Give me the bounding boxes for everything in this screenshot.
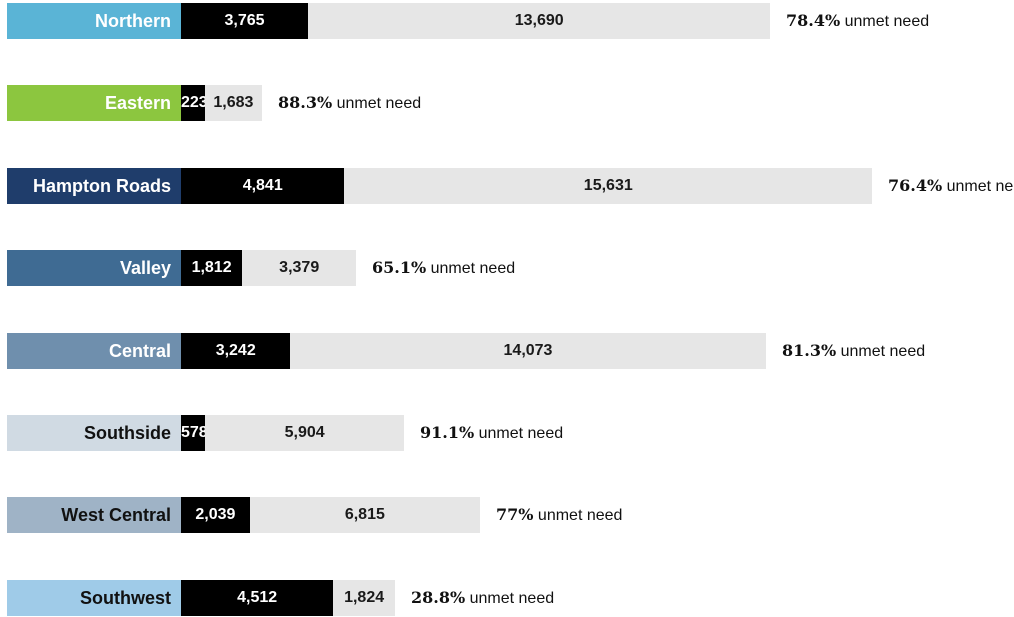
- unmet-need-annotation: 65.1% unmet need: [372, 250, 515, 286]
- bar-segment-served: 3,765: [181, 3, 309, 39]
- bar-segment-unmet: 14,073: [290, 333, 766, 369]
- bar-row: Valley 1,812 3,379 65.1% unmet need: [0, 250, 1014, 286]
- bar-segment-served: 2,039: [181, 497, 250, 533]
- bar-segment-served: 4,841: [181, 168, 345, 204]
- unmet-need-suffix: unmet need: [533, 507, 623, 524]
- bar-row: Eastern 223 1,683 88.3% unmet need: [0, 85, 1014, 121]
- bar-row: Northern 3,765 13,690 78.4% unmet need: [0, 3, 1014, 39]
- bar-row: Central 3,242 14,073 81.3% unmet need: [0, 333, 1014, 369]
- unmet-need-annotation: 91.1% unmet need: [420, 415, 563, 451]
- unmet-need-suffix: unmet need: [465, 590, 555, 607]
- bar-segment-served: 1,812: [181, 250, 243, 286]
- bar-segment-served: 3,242: [181, 333, 291, 369]
- bar-segment-unmet: 3,379: [242, 250, 357, 286]
- category-label: Northern: [7, 3, 181, 39]
- unmet-need-suffix: unmet need: [946, 178, 1014, 195]
- unmet-need-percent: 65.1%: [372, 258, 427, 277]
- unmet-need-percent: 81.3%: [782, 341, 837, 360]
- unmet-need-annotation: 76.4% unmet need: [888, 168, 1014, 204]
- bar-segment-unmet: 6,815: [249, 497, 480, 533]
- bar-segment-unmet: 15,631: [344, 168, 873, 204]
- category-label: Central: [7, 333, 181, 369]
- unmet-need-annotation: 88.3% unmet need: [278, 85, 421, 121]
- bar-segment-served: 578: [181, 415, 208, 451]
- bar-segment-unmet: 1,683: [205, 85, 262, 121]
- unmet-need-annotation: 78.4% unmet need: [786, 3, 929, 39]
- category-label: Southside: [7, 415, 181, 451]
- bar-segment-unmet: 1,824: [333, 580, 395, 616]
- unmet-need-percent: 77%: [496, 505, 534, 524]
- category-label: Valley: [7, 250, 181, 286]
- bar-row: West Central 2,039 6,815 77% unmet need: [0, 497, 1014, 533]
- unmet-need-annotation: 28.8% unmet need: [411, 580, 554, 616]
- bar-row: Southside 578 5,904 91.1% unmet need: [0, 415, 1014, 451]
- unmet-need-percent: 88.3%: [278, 93, 333, 112]
- unmet-need-suffix: unmet need: [426, 260, 516, 277]
- unmet-need-percent: 78.4%: [786, 11, 841, 30]
- bar-segment-unmet: 13,690: [308, 3, 771, 39]
- category-label: Eastern: [7, 85, 181, 121]
- category-label: West Central: [7, 497, 181, 533]
- unmet-need-suffix: unmet need: [840, 13, 930, 30]
- unmet-need-percent: 91.1%: [420, 423, 475, 442]
- unmet-need-percent: 76.4%: [888, 176, 943, 195]
- unmet-need-suffix: unmet need: [836, 343, 926, 360]
- bar-segment-served: 223: [181, 85, 208, 121]
- bar-segment-unmet: 5,904: [205, 415, 405, 451]
- unmet-need-suffix: unmet need: [332, 95, 422, 112]
- unmet-need-percent: 28.8%: [411, 588, 466, 607]
- category-label: Southwest: [7, 580, 181, 616]
- category-label: Hampton Roads: [7, 168, 181, 204]
- bar-segment-served: 4,512: [181, 580, 334, 616]
- bar-row: Southwest 4,512 1,824 28.8% unmet need: [0, 580, 1014, 616]
- unmet-need-annotation: 81.3% unmet need: [782, 333, 925, 369]
- unmet-need-suffix: unmet need: [474, 425, 564, 442]
- unmet-need-annotation: 77% unmet need: [496, 497, 622, 533]
